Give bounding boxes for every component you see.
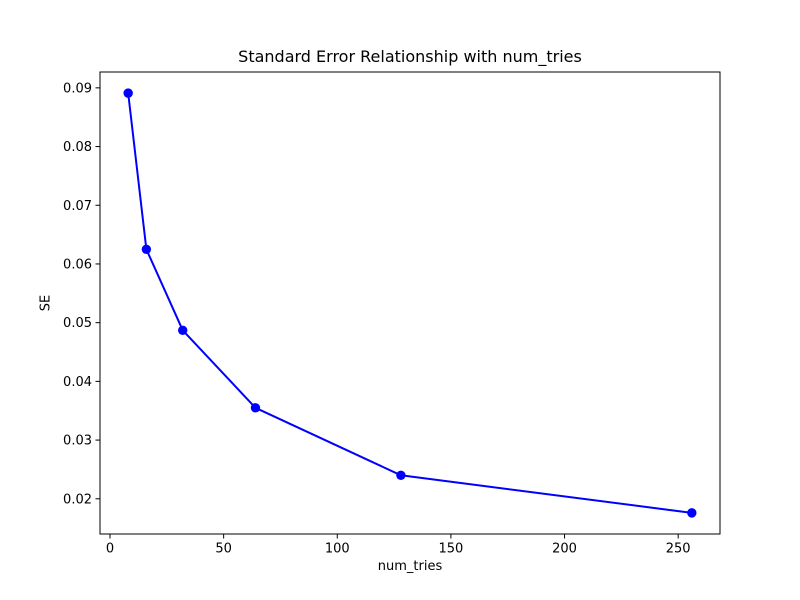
x-tick-label: 100 xyxy=(325,542,350,557)
x-tick-label: 250 xyxy=(666,542,691,557)
axes-frame xyxy=(99,71,721,535)
y-tick-label: 0.04 xyxy=(63,375,92,390)
chart-title: Standard Error Relationship with num_tri… xyxy=(238,47,582,66)
y-axis-label: SE xyxy=(38,294,54,312)
y-tick-label: 0.03 xyxy=(63,434,92,449)
se-line xyxy=(127,92,693,514)
x-tick-label: 200 xyxy=(552,542,577,557)
data-point-64 xyxy=(250,403,261,413)
data-point-32 xyxy=(178,325,188,335)
data-point-16 xyxy=(141,244,152,254)
data-point-128 xyxy=(396,470,406,480)
y-tick-label: 0.07 xyxy=(63,199,92,214)
x-tick-label: 0 xyxy=(106,542,114,557)
x-tick-label: 50 xyxy=(215,542,232,557)
y-tick-label: 0.08 xyxy=(63,140,92,155)
data-point-8 xyxy=(123,88,133,98)
y-tick-label: 0.02 xyxy=(63,492,92,507)
y-tick-label: 0.09 xyxy=(63,81,92,96)
x-axis-label: num_tries xyxy=(377,559,443,574)
x-tick-label: 150 xyxy=(438,542,463,557)
y-tick-label: 0.06 xyxy=(63,257,92,272)
data-point-256 xyxy=(687,508,697,518)
y-tick-label: 0.05 xyxy=(63,316,92,331)
